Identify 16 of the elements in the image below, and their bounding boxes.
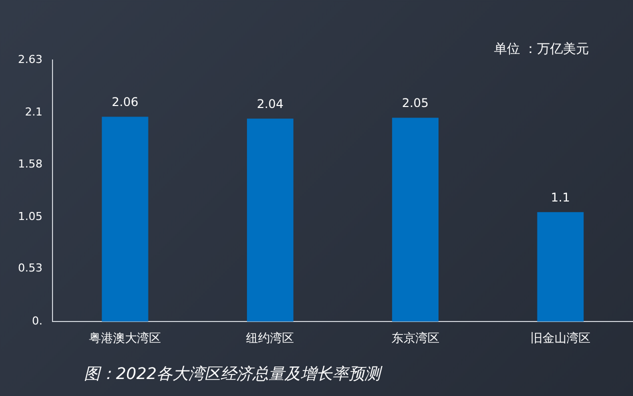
y-tick-label: 0. (32, 314, 42, 328)
text: 图：2022各大湾区经济总量及增长率预测 (84, 364, 381, 385)
data-label: 1.1 (550, 190, 570, 204)
x-tick-label: 旧金山湾区 (530, 330, 590, 345)
x-tick-label: 东京湾区 (391, 330, 440, 345)
y-tick-label: 1.58 (18, 157, 42, 170)
y-tick-label: 0.53 (18, 262, 42, 275)
data-label: 2.04 (256, 96, 284, 111)
x-tick-label: 纽约湾区 (246, 330, 294, 345)
data-label: 2.05 (402, 96, 429, 110)
y-tick-label: 1.05 (18, 210, 42, 224)
text: 单位 ：万亿美元 (494, 41, 589, 58)
y-tick-label: 2.1 (24, 106, 42, 119)
x-tick-label: 粤港澳大湾区 (89, 330, 162, 345)
data-label: 2.06 (112, 94, 138, 109)
y-tick-label: 2.63 (18, 52, 42, 66)
